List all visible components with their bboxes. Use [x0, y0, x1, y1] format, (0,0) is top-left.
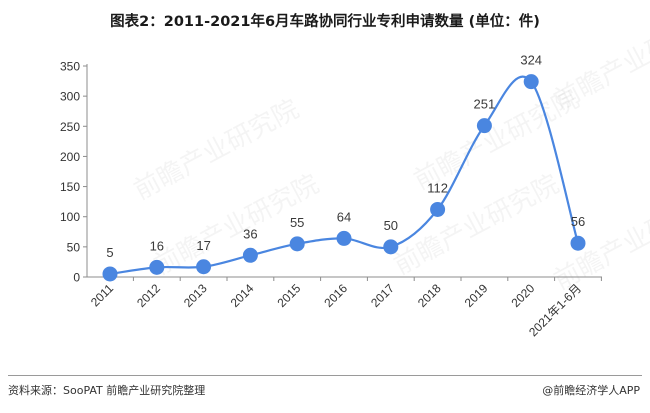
- data-point: [102, 266, 118, 282]
- x-tick-label: 2013: [181, 281, 210, 310]
- y-tick-label: 150: [60, 180, 80, 194]
- y-tick-label: 200: [60, 150, 80, 164]
- data-label: 16: [150, 238, 164, 253]
- data-point: [149, 259, 165, 275]
- x-tick-label: 2018: [415, 281, 444, 310]
- data-label: 36: [243, 226, 257, 241]
- chart-title: 图表2：2011-2021年6月车路协同行业专利申请数量 (单位：件): [110, 14, 540, 30]
- x-tick-label: 2019: [462, 281, 491, 310]
- data-point: [242, 247, 258, 263]
- data-point: [383, 239, 399, 255]
- y-tick-label: 50: [67, 240, 81, 254]
- y-tick-label: 0: [73, 271, 80, 285]
- x-tick-label: 2011: [88, 281, 116, 309]
- data-point: [570, 235, 586, 251]
- data-point: [523, 74, 539, 90]
- x-tick-label: 2014: [228, 281, 257, 310]
- data-point: [430, 201, 446, 217]
- data-label: 251: [474, 97, 496, 112]
- data-label: 64: [337, 209, 351, 224]
- watermark-text: 前瞻产业研究院: [389, 169, 564, 281]
- data-label: 55: [290, 215, 304, 230]
- x-tick-label: 2017: [368, 281, 397, 310]
- data-label: 324: [520, 53, 542, 68]
- brand-credit: @前瞻经济学人APP: [542, 382, 640, 398]
- data-point: [336, 230, 352, 246]
- data-label: 56: [571, 214, 585, 229]
- data-label: 5: [106, 245, 113, 260]
- watermark-text: 前瞻产业研究院: [549, 184, 650, 296]
- y-tick-label: 250: [60, 120, 80, 134]
- footer-divider: [8, 375, 642, 376]
- x-tick-label: 2020: [509, 281, 538, 310]
- y-tick-label: 350: [60, 60, 80, 74]
- data-point: [476, 118, 492, 134]
- y-tick-label: 300: [60, 90, 80, 104]
- brand-text: @前瞻经济学人APP: [542, 384, 640, 397]
- x-tick-label: 2015: [275, 281, 304, 310]
- data-label: 50: [384, 218, 398, 233]
- data-point: [289, 236, 305, 252]
- data-label: 17: [196, 238, 210, 253]
- watermark-text: 前瞻产业研究院: [549, 4, 650, 116]
- data-point: [196, 259, 212, 275]
- x-tick-label: 2016: [321, 281, 350, 310]
- data-label: 112: [427, 180, 448, 195]
- x-tick-label: 2012: [134, 281, 163, 310]
- y-tick-label: 100: [60, 210, 80, 224]
- source-note: 资料来源：SooPAT 前瞻产业研究院整理: [8, 384, 206, 397]
- data-labels: 5 16 17 36 55 64 50 112 251 324 56: [106, 53, 585, 260]
- series-layer: [102, 74, 586, 282]
